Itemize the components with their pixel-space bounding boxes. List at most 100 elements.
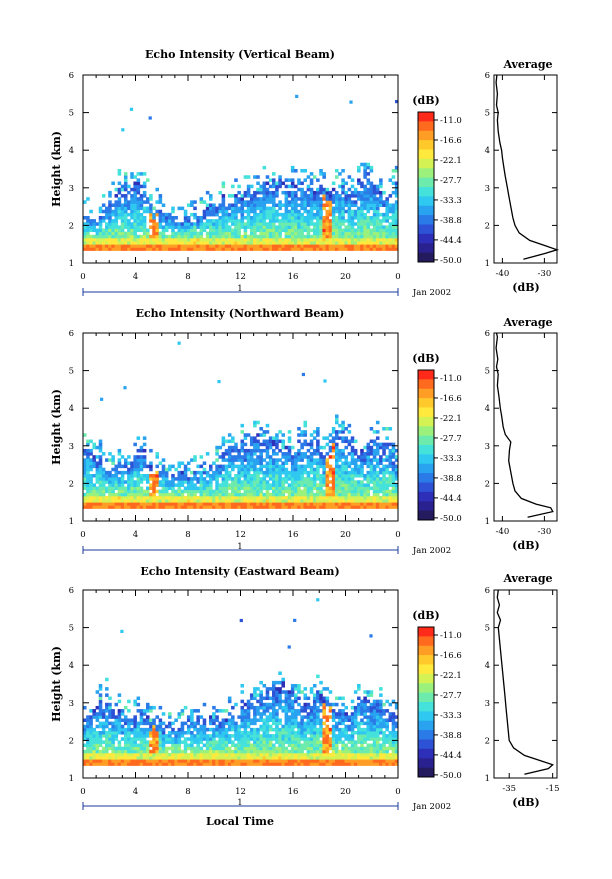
colorbar-level: -33.3 bbox=[440, 711, 462, 721]
colorbar-swatch bbox=[418, 445, 434, 455]
colorbar-swatch bbox=[418, 121, 434, 131]
x-tick-label: 16 bbox=[288, 787, 299, 797]
colorbar-level: -38.8 bbox=[440, 731, 462, 741]
colorbar-level: -16.6 bbox=[440, 394, 462, 404]
y-tick-label: 6 bbox=[69, 329, 74, 339]
average-y-tick-label: 2 bbox=[485, 479, 490, 489]
y-tick-label: 2 bbox=[69, 736, 74, 746]
x-tick-label: 0 bbox=[80, 787, 85, 797]
colorbar-swatch bbox=[418, 454, 434, 464]
day-label: 1 bbox=[237, 798, 242, 808]
average-title: Average bbox=[502, 58, 552, 71]
x-tick-label: 4 bbox=[133, 530, 138, 540]
average-y-tick-label: 4 bbox=[485, 146, 490, 156]
colorbar-swatch bbox=[418, 665, 434, 675]
average-y-tick-label: 3 bbox=[485, 699, 490, 709]
x-tick-label: 20 bbox=[340, 272, 351, 282]
average-curve bbox=[496, 75, 557, 259]
colorbar-swatch bbox=[418, 178, 434, 188]
average-x-tick-label: -35 bbox=[502, 784, 516, 794]
colorbar-level: -33.3 bbox=[440, 454, 462, 464]
colorbar-swatch bbox=[418, 150, 434, 160]
y-tick-label: 4 bbox=[69, 146, 74, 156]
colorbar-swatch bbox=[418, 511, 434, 521]
average-x-tick-label: -30 bbox=[538, 527, 552, 537]
colorbar-swatch bbox=[418, 417, 434, 427]
average-y-tick-label: 4 bbox=[485, 404, 490, 414]
day-axis: 1 Jan 2002 bbox=[83, 798, 451, 812]
colorbar-swatch bbox=[418, 389, 434, 399]
colorbar-swatch bbox=[418, 370, 434, 380]
x-tick-label: 4 bbox=[133, 787, 138, 797]
echo-heatmap bbox=[83, 598, 398, 766]
average-title: Average bbox=[502, 572, 552, 585]
x-tick-label: 8 bbox=[185, 530, 190, 540]
average-y-tick-label: 1 bbox=[485, 259, 490, 269]
colorbar-swatch bbox=[418, 187, 434, 197]
y-tick-label: 6 bbox=[69, 71, 74, 81]
date-label: Jan 2002 bbox=[412, 802, 451, 812]
colorbar: (dB)-11.0-16.6-22.1-27.7-33.3-38.8-44.4-… bbox=[412, 609, 462, 781]
y-tick-label: 3 bbox=[69, 184, 74, 194]
y-tick-label: 4 bbox=[69, 661, 74, 671]
x-tick-label: 4 bbox=[133, 272, 138, 282]
colorbar-swatch bbox=[418, 749, 434, 759]
colorbar-level: -33.3 bbox=[440, 196, 462, 206]
average-y-tick-label: 3 bbox=[485, 442, 490, 452]
colorbar-swatch bbox=[418, 683, 434, 693]
y-tick-label: 3 bbox=[69, 442, 74, 452]
average-y-tick-label: 5 bbox=[485, 109, 490, 119]
colorbar-level: -11.0 bbox=[440, 631, 462, 641]
average-x-tick-label: -15 bbox=[546, 784, 560, 794]
colorbar-swatch bbox=[418, 426, 434, 436]
x-tick-label: 20 bbox=[340, 530, 351, 540]
average-y-tick-label: 2 bbox=[485, 221, 490, 231]
date-label: Jan 2002 bbox=[412, 288, 451, 298]
y-tick-label: 5 bbox=[69, 109, 74, 119]
average-y-tick-label: 6 bbox=[485, 329, 490, 339]
y-tick-label: 2 bbox=[69, 479, 74, 489]
average-y-tick-label: 5 bbox=[485, 367, 490, 377]
average-xlabel: (dB) bbox=[512, 281, 539, 294]
colorbar-unit: (dB) bbox=[412, 609, 439, 622]
y-tick-label: 4 bbox=[69, 404, 74, 414]
colorbar: (dB)-11.0-16.6-22.1-27.7-33.3-38.8-44.4-… bbox=[412, 94, 462, 266]
colorbar-unit: (dB) bbox=[412, 352, 439, 365]
colorbar-swatch bbox=[418, 243, 434, 253]
average-y-tick-label: 6 bbox=[485, 71, 490, 81]
y-tick-label: 6 bbox=[69, 586, 74, 596]
colorbar-swatch bbox=[418, 196, 434, 206]
colorbar-level: -22.1 bbox=[440, 414, 462, 424]
y-tick-label: 1 bbox=[69, 517, 74, 527]
colorbar-level: -44.4 bbox=[440, 751, 462, 761]
x-tick-label: 0 bbox=[80, 272, 85, 282]
colorbar-swatch bbox=[418, 112, 434, 122]
x-tick-label: 8 bbox=[185, 272, 190, 282]
colorbar-level: -50.0 bbox=[440, 771, 462, 781]
colorbar-swatch bbox=[418, 379, 434, 389]
chart-title: Echo Intensity (Northward Beam) bbox=[136, 307, 345, 320]
colorbar-swatch bbox=[418, 253, 434, 263]
colorbar-level: -27.7 bbox=[440, 176, 462, 186]
date-label: Jan 2002 bbox=[412, 546, 451, 556]
colorbar-swatch bbox=[418, 693, 434, 703]
colorbar-level: -16.6 bbox=[440, 136, 462, 146]
chart-title: Echo Intensity (Vertical Beam) bbox=[145, 48, 335, 61]
colorbar-swatch bbox=[418, 627, 434, 637]
average-xlabel: (dB) bbox=[512, 796, 539, 809]
colorbar-level: -50.0 bbox=[440, 514, 462, 524]
y-tick-label: 2 bbox=[69, 221, 74, 231]
day-axis: 1 Jan 2002 bbox=[83, 284, 451, 298]
echo-heatmap bbox=[83, 342, 398, 509]
colorbar-level: -50.0 bbox=[440, 256, 462, 266]
colorbar-swatch bbox=[418, 636, 434, 646]
colorbar-swatch bbox=[418, 215, 434, 225]
colorbar-swatch bbox=[418, 131, 434, 141]
day-label: 1 bbox=[237, 284, 242, 294]
y-tick-label: 1 bbox=[69, 259, 74, 269]
average-x-tick-label: -40 bbox=[496, 269, 510, 279]
